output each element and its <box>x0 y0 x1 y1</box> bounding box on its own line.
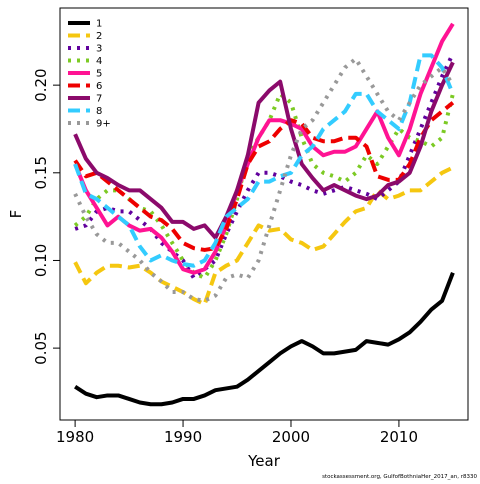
series-line <box>73 61 455 240</box>
footnote: stockassessment.org, GulfofBothniaHer_20… <box>322 474 477 480</box>
series-line <box>73 53 455 268</box>
series-line <box>74 52 455 280</box>
plot-frame <box>59 7 469 421</box>
y-tick-label: 0.20 <box>32 68 50 101</box>
legend-label: 1 <box>96 19 102 30</box>
y-tick-label: 0.15 <box>32 156 50 189</box>
y-tick-label: 0.05 <box>32 331 50 364</box>
legend-label: 9+ <box>96 119 111 130</box>
legend: 12 34 56 78 9+ <box>68 19 111 130</box>
series-line <box>73 56 455 303</box>
series-line <box>74 272 455 407</box>
y-tick-label: 0.10 <box>32 244 50 277</box>
legend-label: 4 <box>96 56 102 67</box>
x-tick-label: 1990 <box>164 428 202 446</box>
x-tick-label: 1980 <box>56 428 94 446</box>
legend-label: 7 <box>96 94 102 105</box>
series-line <box>73 91 455 280</box>
legend-label: 5 <box>96 69 102 80</box>
series-line <box>73 101 455 252</box>
legend-label: 3 <box>96 44 102 55</box>
legend-label: 2 <box>96 31 102 42</box>
legend-label: 8 <box>96 106 102 117</box>
series-line <box>73 165 454 307</box>
y-axis-label: F <box>7 210 25 219</box>
legend-label: 6 <box>96 81 102 92</box>
series-line <box>73 22 455 275</box>
x-tick-label: 2010 <box>380 428 418 446</box>
x-axis-label: Year <box>247 452 281 470</box>
x-tick-label: 2000 <box>272 428 310 446</box>
